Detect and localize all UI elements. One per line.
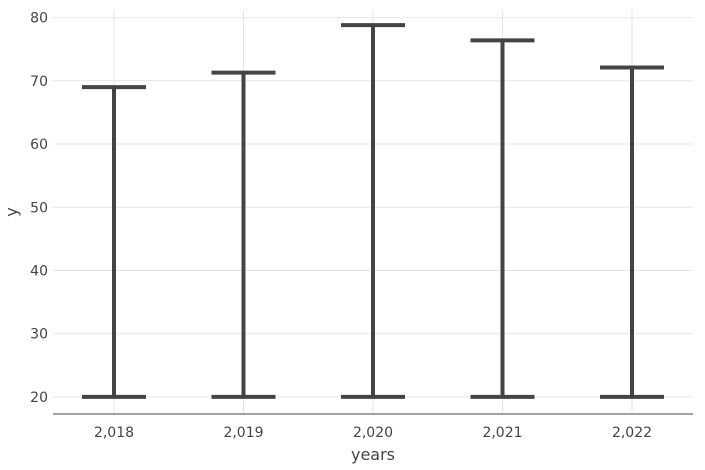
error-bar	[211, 70, 276, 399]
error-bar	[82, 85, 146, 399]
x-tick-label: 2,019	[223, 425, 263, 441]
y-tick-label: 80	[30, 11, 48, 27]
x-axis-title: years	[351, 445, 395, 464]
y-tick-label: 50	[30, 200, 48, 216]
x-tick-label: 2,020	[353, 425, 393, 441]
y-tick-label: 60	[30, 137, 48, 153]
x-tick-label: 2,022	[612, 425, 652, 441]
y-tick-label: 20	[30, 390, 48, 406]
x-tick-label: 2,018	[94, 425, 134, 441]
error-bar	[341, 23, 405, 399]
error-bar	[470, 38, 535, 399]
error-bars	[82, 23, 664, 399]
x-tick-labels: 2,018 2,019 2,020 2,021 2,022	[94, 425, 652, 441]
x-tick-label: 2,021	[482, 425, 522, 441]
y-axis-title: y	[2, 207, 21, 216]
y-tick-label: 40	[30, 263, 48, 279]
y-tick-label: 70	[30, 74, 48, 90]
error-bar	[600, 65, 664, 399]
y-tick-label: 30	[30, 327, 48, 343]
y-tick-labels: 20 30 40 50 60 70 80	[30, 11, 48, 406]
